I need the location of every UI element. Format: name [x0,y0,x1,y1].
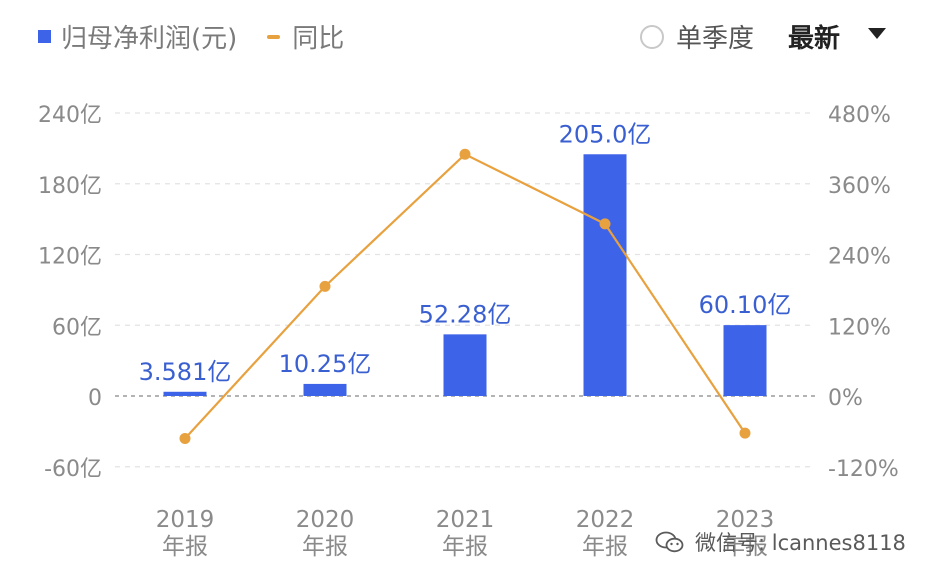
y-right-tick-label: 480% [828,103,891,128]
bar [163,391,207,396]
x-tick-label: 2020 年报 [296,507,355,560]
period-dropdown-label[interactable]: 最新 [788,24,841,54]
caret-down-icon[interactable] [868,28,887,39]
legend: 归母净利润(元) 同比 [38,18,344,55]
y-right-tick-label: 360% [828,174,891,199]
y-left-tick-label: 180亿 [38,174,102,199]
bar [583,154,627,396]
x-tick-label: 2019 年报 [156,507,215,560]
y-left-tick-label: 240亿 [38,103,102,128]
bar-data-label: 3.581亿 [139,358,232,386]
yoy-point [179,432,191,444]
legend-line-swatch [267,34,281,39]
bar [723,325,767,396]
y-left-tick-label: -60亿 [44,457,102,482]
bar-data-label: 60.10亿 [699,291,792,319]
bar-data-label: 52.28亿 [419,300,512,328]
bar-data-label: 10.25亿 [279,350,372,378]
yoy-point [459,148,471,160]
y-left-tick-label: 120亿 [38,245,102,270]
legend-line-label: 同比 [292,24,345,54]
x-tick-label: 2023 年报 [716,507,775,560]
y-right-tick-label: -120% [828,457,899,482]
bar [443,334,487,396]
yoy-point [319,280,331,292]
y-right-tick-label: 240% [828,245,891,270]
wechat-icon [655,531,684,553]
bar [303,383,347,396]
legend-bar-swatch [38,30,51,43]
bar-data-label: 205.0亿 [559,120,652,148]
watermark: 微信号: lcannes8118 [655,527,906,557]
chart-controls: 单季度 最新 [640,18,887,55]
legend-bar-label: 归母净利润(元) [61,24,238,54]
yoy-point [599,218,611,230]
x-tick-label: 2021 年报 [436,507,495,560]
single-quarter-radio[interactable] [640,24,664,49]
single-quarter-label[interactable]: 单季度 [676,24,755,54]
y-left-tick-label: 60亿 [52,315,102,340]
period-dropdown[interactable]: 最新 [788,18,887,55]
y-left-tick-label: 0 [88,386,102,411]
y-right-tick-label: 120% [828,315,891,340]
x-tick-label: 2022 年报 [576,507,635,560]
y-right-tick-label: 0% [828,386,863,411]
watermark-text: 微信号: lcannes8118 [695,531,906,555]
yoy-point [739,427,751,439]
